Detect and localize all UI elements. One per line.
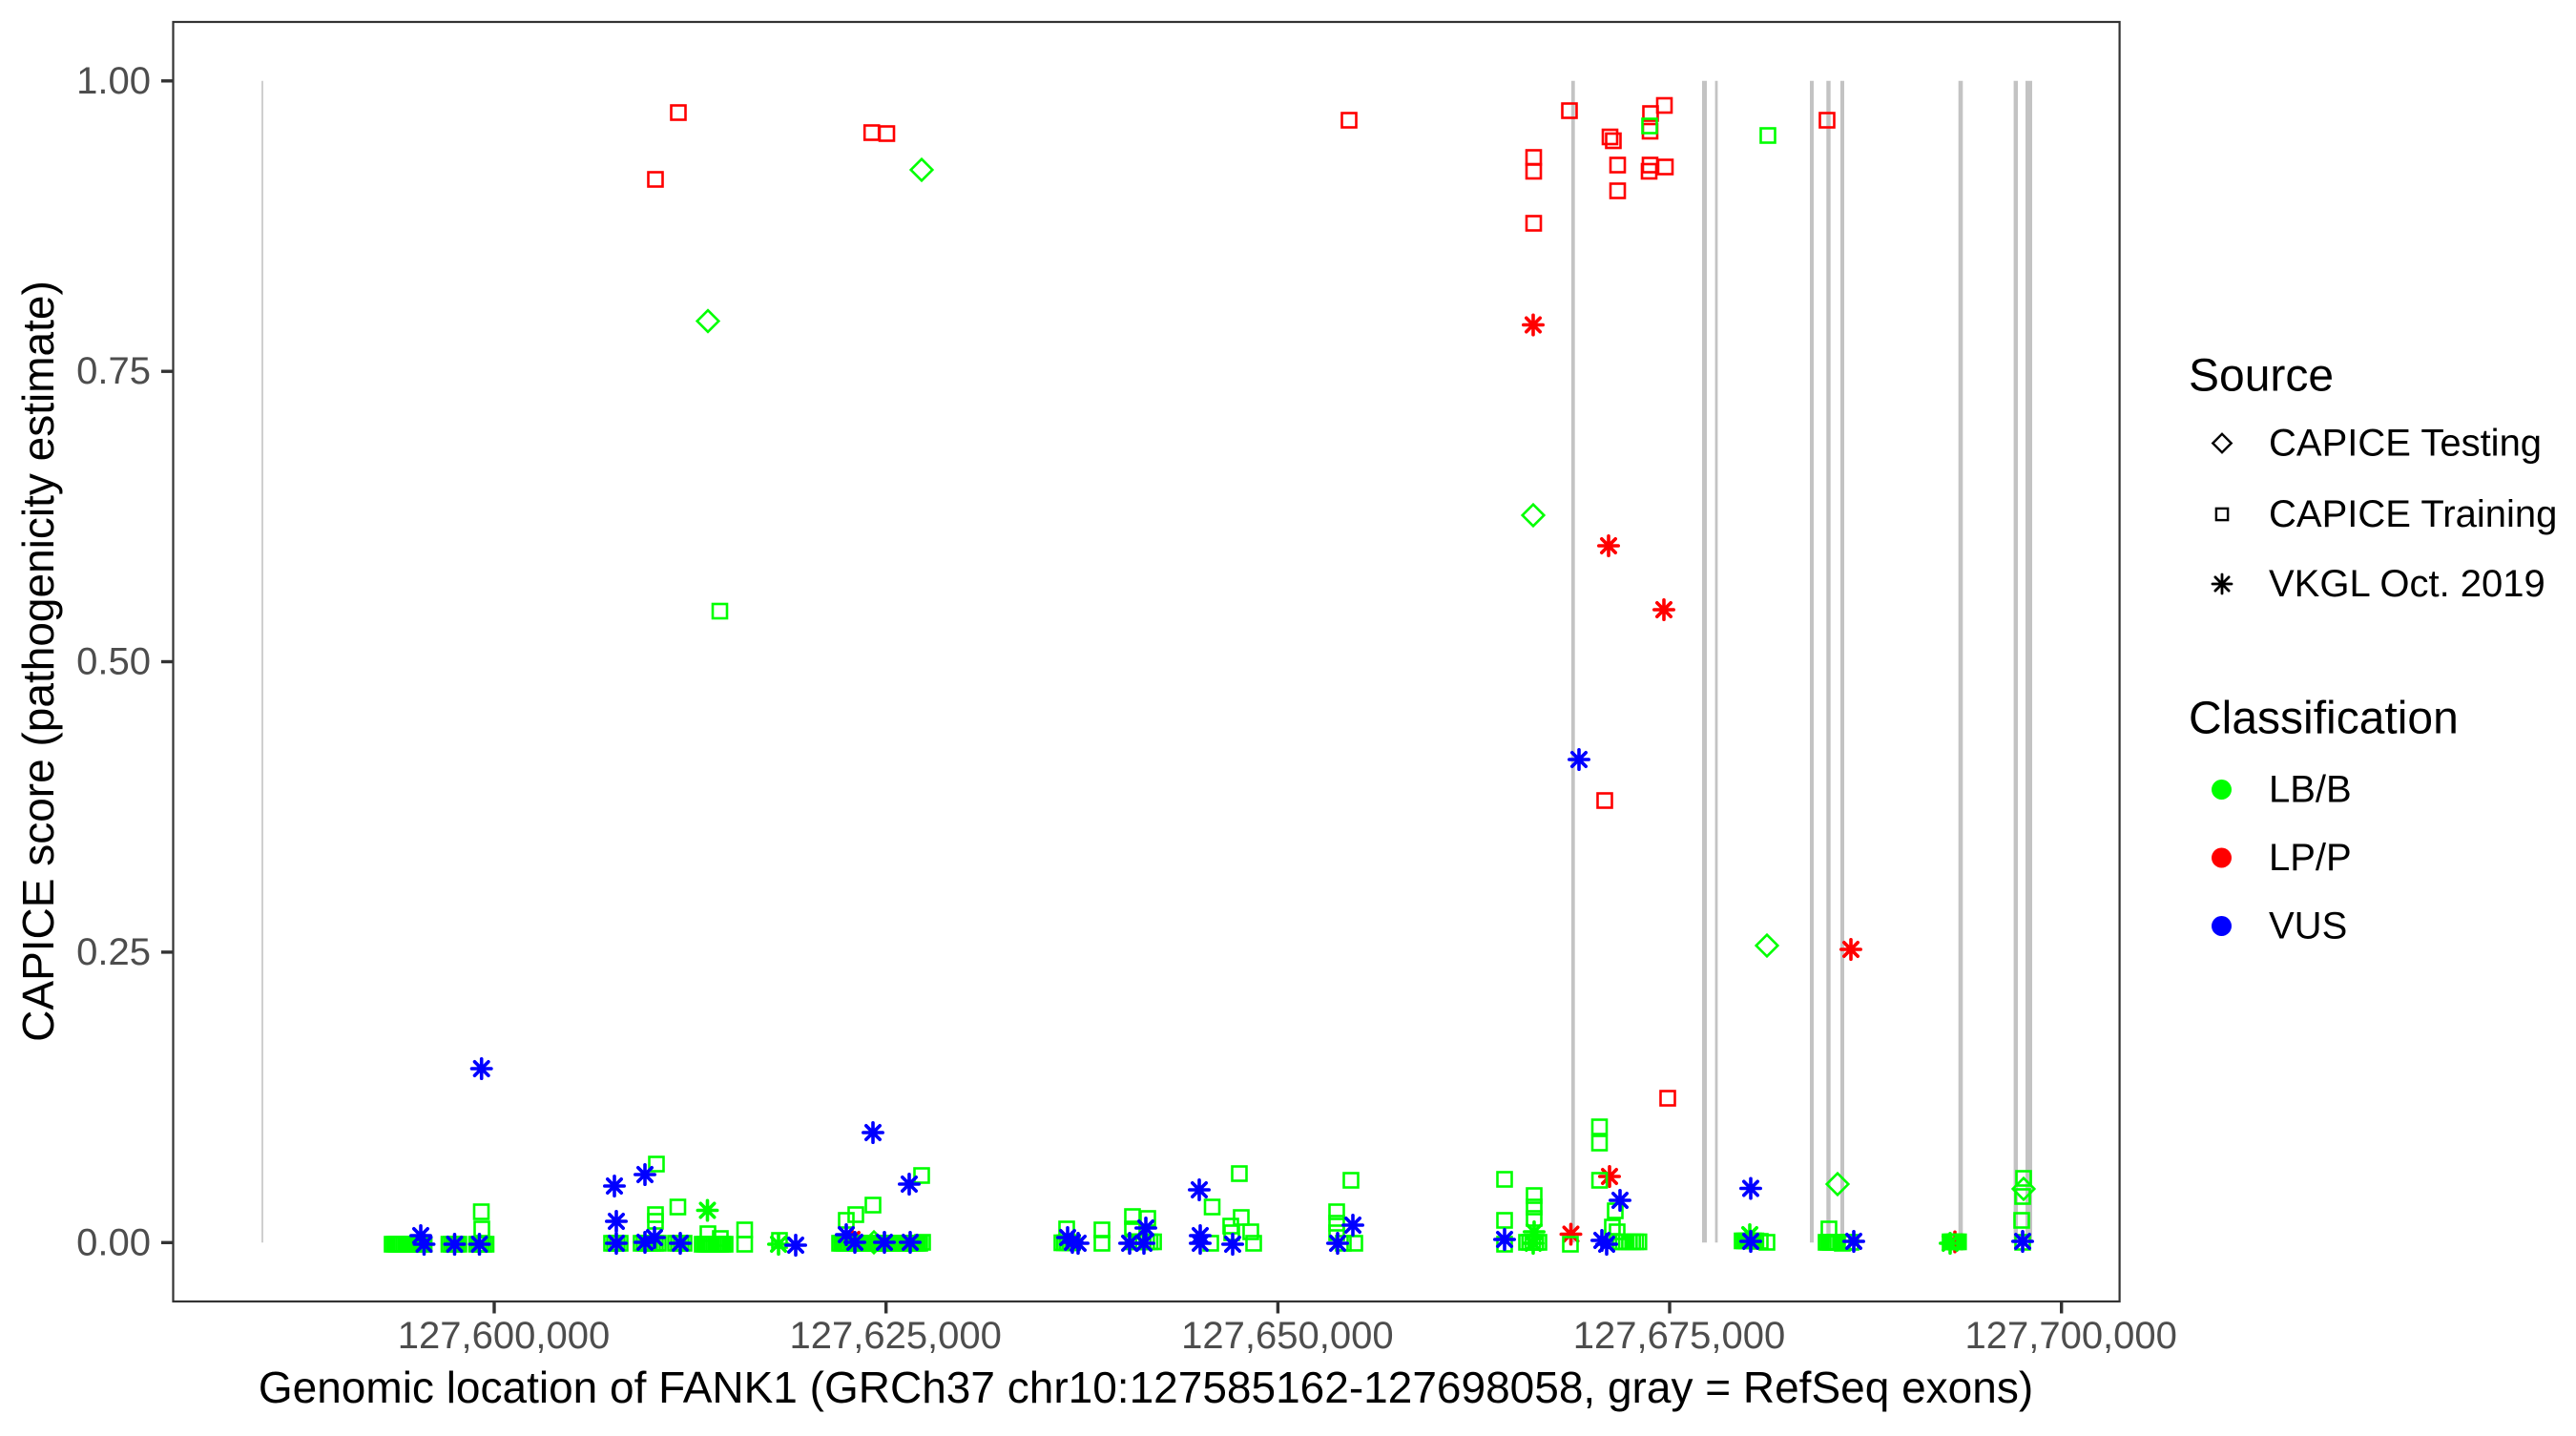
svg-text:127,625,000: 127,625,000 bbox=[789, 1315, 1001, 1357]
svg-text:Classification: Classification bbox=[2189, 694, 2459, 744]
svg-text:127,700,000: 127,700,000 bbox=[1964, 1315, 2176, 1357]
svg-text:CAPICE score (pathogenicity es: CAPICE score (pathogenicity estimate) bbox=[13, 281, 63, 1042]
svg-text:1.00: 1.00 bbox=[76, 60, 151, 102]
svg-text:LP/P: LP/P bbox=[2269, 837, 2352, 879]
svg-text:0.75: 0.75 bbox=[76, 350, 151, 392]
svg-text:VKGL Oct. 2019: VKGL Oct. 2019 bbox=[2269, 563, 2545, 605]
svg-text:Source: Source bbox=[2189, 351, 2334, 402]
svg-text:LB/B: LB/B bbox=[2269, 769, 2352, 811]
svg-text:127,600,000: 127,600,000 bbox=[398, 1315, 610, 1357]
svg-text:VUS: VUS bbox=[2269, 905, 2347, 947]
svg-text:127,650,000: 127,650,000 bbox=[1181, 1315, 1393, 1357]
svg-text:0.50: 0.50 bbox=[76, 641, 151, 683]
svg-text:0.00: 0.00 bbox=[76, 1221, 151, 1263]
svg-text:0.25: 0.25 bbox=[76, 931, 151, 973]
svg-text:CAPICE Testing: CAPICE Testing bbox=[2269, 423, 2542, 465]
svg-text:127,675,000: 127,675,000 bbox=[1573, 1315, 1785, 1357]
svg-text:CAPICE Training: CAPICE Training bbox=[2269, 493, 2557, 535]
svg-text:Genomic location of FANK1 (GRC: Genomic location of FANK1 (GRCh37 chr10:… bbox=[259, 1363, 2033, 1412]
